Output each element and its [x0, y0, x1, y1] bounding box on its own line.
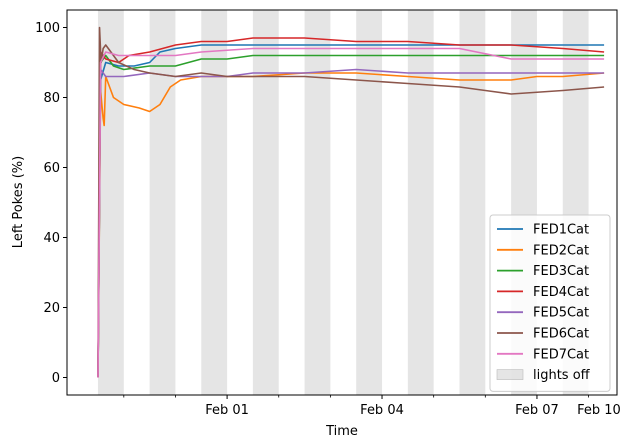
legend-label-FED1Cat: FED1Cat — [533, 223, 589, 238]
x-axis-label: Time — [325, 424, 358, 439]
y-axis-label: Left Pokes (%) — [11, 156, 26, 248]
legend-label-FED7Cat: FED7Cat — [533, 347, 589, 362]
legend-label-FED5Cat: FED5Cat — [533, 306, 589, 321]
x-axis-ticks: Feb 01 Feb 04 Feb 07 Feb 10 — [123, 395, 621, 418]
lights-off-band-7 — [407, 10, 434, 395]
y-tick-label: 0 — [52, 371, 60, 386]
legend-box — [489, 214, 611, 392]
legend-label-FED2Cat: FED2Cat — [533, 243, 589, 258]
lights-off-band-3 — [201, 10, 228, 395]
series-line-FED4Cat — [97, 37, 605, 378]
y-axis-ticks: 0 20 40 60 80 100 — [35, 21, 67, 386]
x-tick-label: Feb 10 — [577, 403, 621, 418]
x-tick-label: Feb 01 — [205, 403, 249, 418]
x-tick-label: Feb 04 — [360, 403, 404, 418]
legend-label-FED3Cat: FED3Cat — [533, 264, 589, 279]
lights-off-band-4 — [252, 10, 279, 395]
legend-label-FED6Cat: FED6Cat — [533, 327, 589, 342]
x-tick-label: Feb 07 — [515, 403, 559, 418]
lights-off-band-2 — [149, 10, 176, 395]
series-line-FED6Cat — [97, 26, 605, 378]
lights-off-band-6 — [356, 10, 383, 395]
y-tick-label: 60 — [43, 161, 60, 176]
y-tick-label: 100 — [35, 21, 60, 36]
legend: FED1Cat FED2Cat FED3Cat FED4Cat FED5Cat FED6C… — [489, 214, 611, 392]
legend-label-FED4Cat: FED4Cat — [533, 285, 589, 300]
series-line-FED2Cat — [97, 72, 605, 378]
series-line-FED3Cat — [97, 54, 605, 378]
y-tick-label: 20 — [43, 301, 60, 316]
lights-off-band-8 — [459, 10, 486, 395]
series-lines — [97, 26, 605, 378]
y-tick-label: 80 — [43, 91, 60, 106]
plot-frame — [66, 9, 618, 396]
legend-swatch-lights-off — [496, 369, 524, 380]
series-line-FED7Cat — [97, 47, 605, 378]
y-tick-label: 40 — [43, 231, 60, 246]
lights-off-band-5 — [304, 10, 331, 395]
legend-label-lights-off: lights off — [533, 368, 591, 383]
